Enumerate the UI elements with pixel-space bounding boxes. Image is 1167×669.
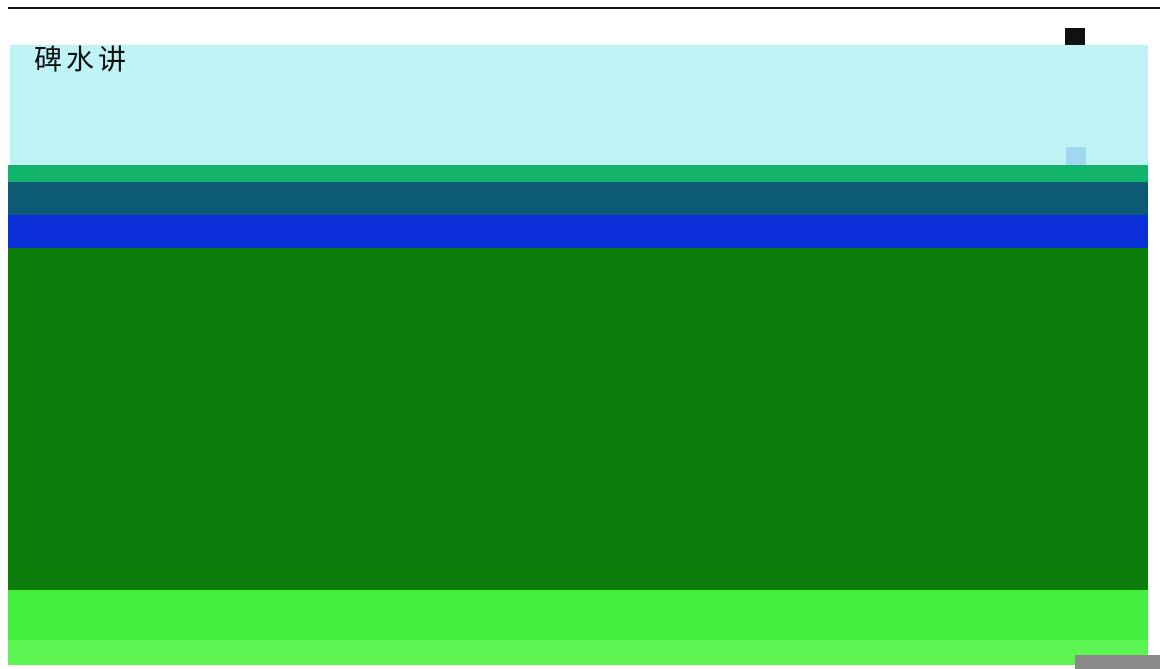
page-title: 碑水讲 — [34, 43, 131, 76]
teal-strip — [8, 182, 1148, 215]
green-strip — [8, 165, 1148, 182]
bottom-green-strip — [8, 640, 1148, 665]
cyan-accent — [1066, 147, 1086, 165]
blue-band — [8, 215, 1148, 248]
bright-green-area — [8, 590, 1148, 640]
dark-square — [1065, 28, 1085, 48]
top-rule — [8, 7, 1160, 9]
cyan-panel — [10, 45, 1148, 165]
green-area — [8, 248, 1148, 590]
gray-corner — [1075, 655, 1160, 669]
